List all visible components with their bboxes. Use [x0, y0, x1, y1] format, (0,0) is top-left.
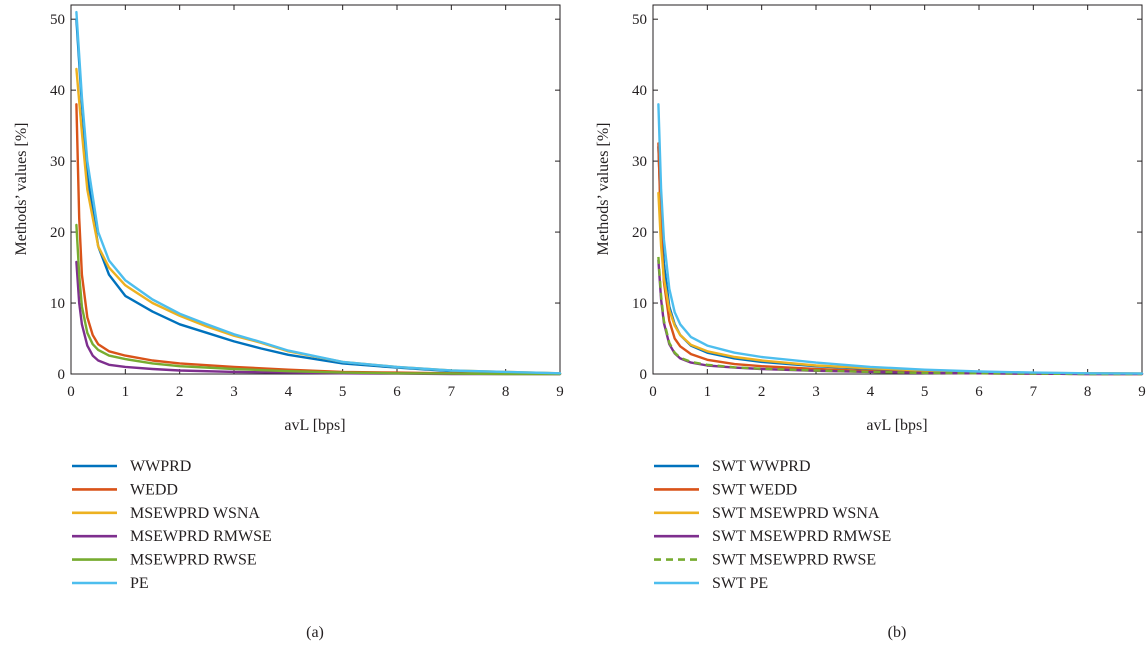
x-tick-label: 2 [758, 384, 766, 400]
x-tick-label: 0 [649, 384, 657, 400]
legend-label: SWT MSEWPRD RWSE [712, 552, 876, 569]
series-group-a [75, 10, 562, 376]
series-line-msewprd-rwse [75, 223, 562, 376]
x-tick-label: 9 [1138, 384, 1146, 400]
x-tick-label: 7 [448, 384, 456, 400]
legend-label: PE [130, 575, 149, 592]
chart-panel-a: 0 10 20 30 40 50 0 1 2 3 4 5 6 7 8 9 avL [bps] Methods… [13, 4, 564, 641]
y-tick-label: 20 [632, 225, 647, 241]
y-tick-label: 20 [50, 225, 65, 241]
y-axis-label-b: Methods’ values [%] [595, 123, 612, 256]
y-tick-label: 30 [632, 154, 647, 170]
x-tick-label: 5 [921, 384, 929, 400]
y-tick-label: 40 [632, 83, 647, 99]
series-line-wwprd [75, 18, 562, 375]
x-tick-label: 8 [502, 384, 510, 400]
y-axis-ticks-a: 0 10 20 30 40 50 [50, 12, 560, 383]
series-line-wedd [75, 103, 562, 376]
x-tick-label: 3 [812, 384, 820, 400]
x-tick-label: 1 [704, 384, 712, 400]
x-axis-ticks-b: 0 1 2 3 4 5 6 7 8 9 [649, 5, 1146, 400]
series-line-swt-wwprd [657, 145, 1144, 375]
x-tick-label: 2 [176, 384, 184, 400]
y-tick-label: 0 [640, 367, 648, 383]
series-line-swt-wedd [657, 142, 1144, 376]
x-tick-label: 3 [230, 384, 238, 400]
y-axis-label-a: Methods’ values [%] [13, 123, 30, 256]
x-tick-label: 8 [1084, 384, 1092, 400]
x-axis-label-b: avL [bps] [866, 417, 927, 434]
chart-panel-b: 0 10 20 30 40 50 0 1 2 3 4 5 6 7 8 9 avL [bps] Methods… [595, 4, 1146, 641]
legend-a: WWPRD WEDD MSEWPRD WSNA MSEWPRD RMWSE MSEWPR… [72, 458, 272, 592]
y-tick-label: 10 [632, 296, 647, 312]
legend-label: MSEWPRD RMWSE [130, 528, 272, 545]
series-line-swt-msewprd-rwse [657, 256, 1142, 376]
legend-label: MSEWPRD WSNA [130, 505, 260, 522]
x-axis-label-a: avL [bps] [284, 417, 345, 434]
plot-area-a [70, 4, 561, 375]
plot-area-b [652, 4, 1143, 375]
legend-label: SWT MSEWPRD WSNA [712, 505, 880, 522]
y-tick-label: 50 [50, 12, 65, 28]
y-axis-ticks-b: 0 10 20 30 40 50 [632, 12, 1142, 383]
x-tick-label: 4 [867, 384, 875, 400]
y-tick-label: 30 [50, 154, 65, 170]
x-tick-label: 9 [556, 384, 564, 400]
x-tick-label: 1 [122, 384, 130, 400]
x-tick-label: 6 [975, 384, 983, 400]
legend-label: SWT PE [712, 575, 768, 592]
series-line-swt-msewprd-wsna [657, 191, 1144, 375]
x-tick-label: 7 [1030, 384, 1038, 400]
x-tick-label: 6 [393, 384, 401, 400]
x-axis-ticks-a: 0 1 2 3 4 5 6 7 8 9 [67, 5, 564, 400]
legend-label: MSEWPRD RWSE [130, 552, 257, 569]
legend-label: WWPRD [130, 458, 191, 475]
x-tick-label: 5 [339, 384, 347, 400]
x-tick-label: 0 [67, 384, 75, 400]
series-line-msewprd-wsna [75, 67, 562, 375]
panel-label-a: (a) [306, 624, 324, 641]
legend-label: SWT WEDD [712, 481, 797, 498]
series-line-swt-pe [657, 103, 1144, 375]
series-group-b [657, 103, 1144, 376]
legend-label: SWT MSEWPRD RMWSE [712, 528, 891, 545]
legend-b: SWT WWPRD SWT WEDD SWT MSEWPRD WSNA SWT MSE… [654, 458, 891, 592]
panel-label-b: (b) [888, 624, 907, 641]
y-tick-label: 40 [50, 83, 65, 99]
legend-label: WEDD [130, 481, 178, 498]
y-tick-label: 50 [632, 12, 647, 28]
legend-label: SWT WWPRD [712, 458, 811, 475]
y-tick-label: 10 [50, 296, 65, 312]
series-line-pe [75, 10, 562, 375]
y-tick-label: 0 [58, 367, 66, 383]
x-tick-label: 4 [285, 384, 293, 400]
